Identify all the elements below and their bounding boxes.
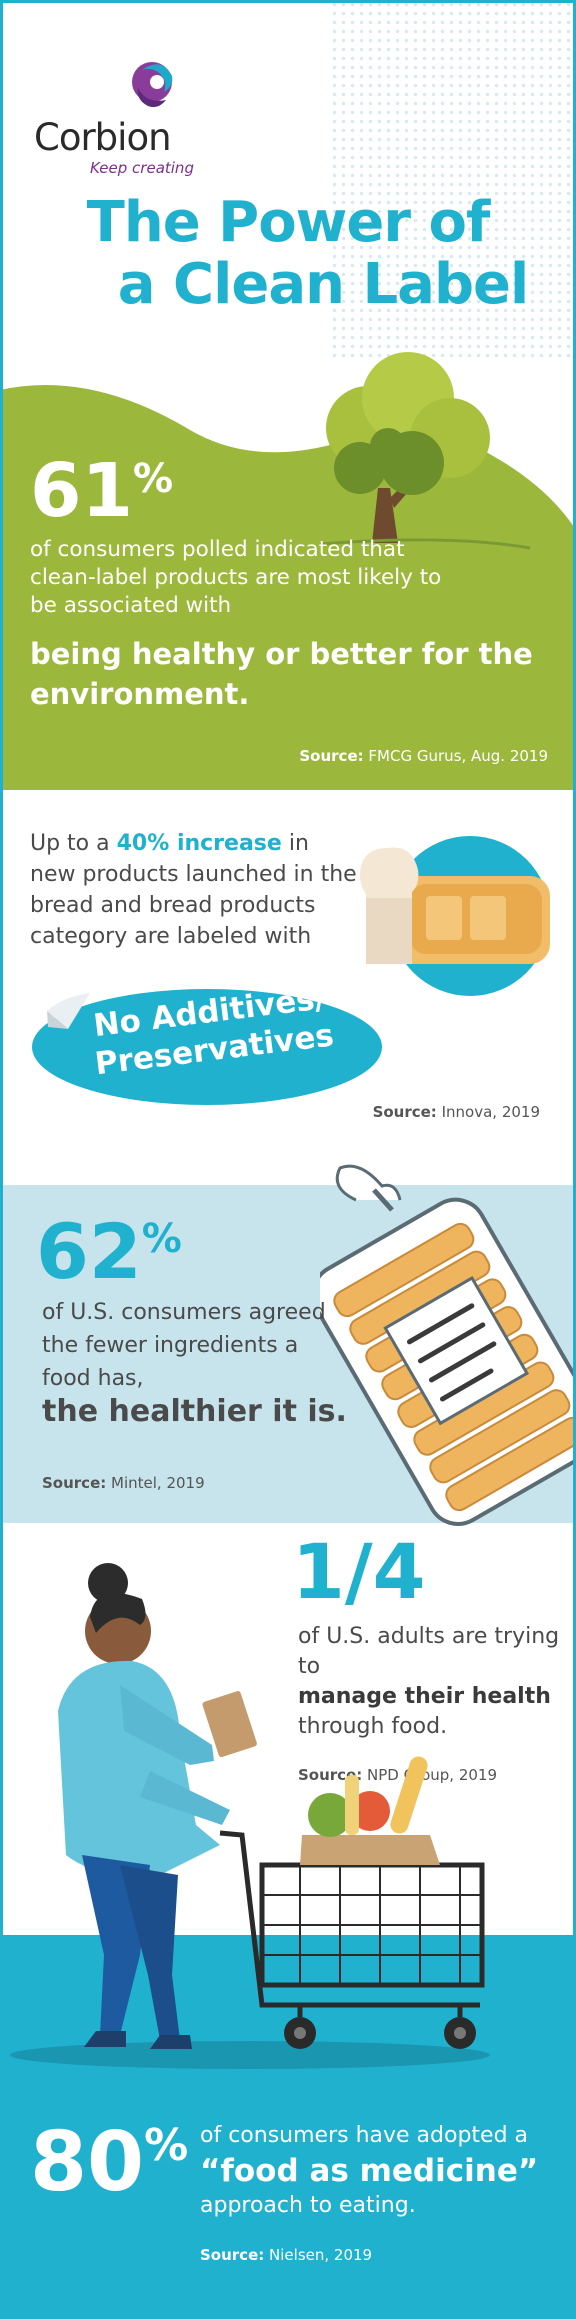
bread-loaf-illustration: [360, 836, 550, 996]
stat5-panel: [0, 1935, 576, 2319]
brand-tagline: Keep creating: [90, 159, 194, 177]
stat3-source: Source: Mintel, 2019: [42, 1474, 205, 1492]
stat5-source: Source: Nielsen, 2019: [200, 2246, 373, 2264]
stat5-value: 80%: [30, 2115, 189, 2210]
brand-name: Corbion: [34, 116, 172, 159]
page-title-line2: a Clean Label: [117, 252, 529, 317]
stat4-source: Source: NPD Group, 2019: [298, 1766, 497, 1784]
corbion-logo-icon: [132, 62, 173, 108]
stat1-highlight: being healthy or better for the environm…: [30, 637, 533, 711]
stat4-value: 1/4: [292, 1527, 426, 1616]
stat1-text: of consumers polled indicated that clean…: [30, 537, 442, 618]
stat1-source: Source: FMCG Gurus, Aug. 2019: [299, 747, 548, 765]
bread-bag-illustration: [320, 1164, 576, 1526]
tree-illustration: [319, 352, 530, 550]
page-title-line1: The Power of: [86, 190, 491, 255]
stat4-text: of U.S. adults are trying to manage their…: [298, 1624, 560, 1739]
label-pill-background: [32, 989, 382, 1105]
stat3-text: of U.S. consumers agreed the fewer ingre…: [42, 1300, 326, 1391]
stat5-text: of consumers have adopted a “food as med…: [200, 2123, 539, 2218]
stat1-value: 61%: [30, 448, 174, 534]
shopper-with-cart-illustration: [10, 1563, 490, 2069]
stat3-highlight: the healthier it is.: [42, 1394, 347, 1429]
stat2-text: Up to a 40% increase in new products lau…: [30, 831, 357, 949]
stat2-source: Source: Innova, 2019: [372, 1103, 540, 1121]
dot-pattern: [330, 0, 576, 360]
stat3-value: 62%: [36, 1207, 182, 1296]
